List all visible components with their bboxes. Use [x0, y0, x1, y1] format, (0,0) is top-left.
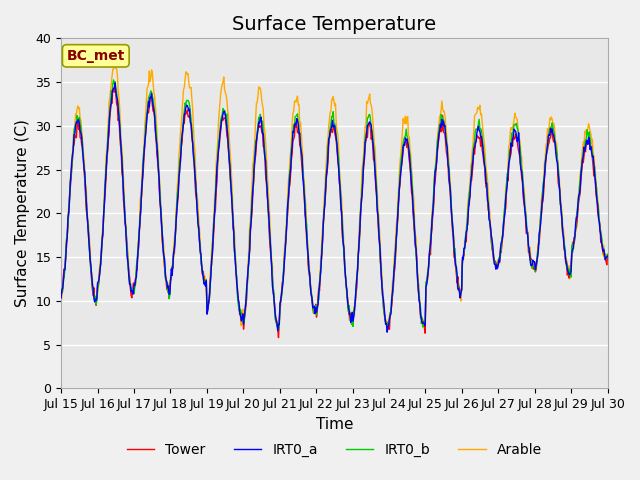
IRT0_a [209, 251, 216, 257]
Line: IRT0_b: IRT0_b [61, 80, 607, 329]
IRT0_b [109, 77, 117, 83]
Tower [419, 320, 426, 325]
IRT0_a [58, 295, 65, 300]
IRT0_b [67, 174, 75, 180]
Arable [180, 87, 188, 93]
Tower [275, 335, 282, 340]
IRT0_b [180, 115, 188, 120]
Tower [124, 258, 132, 264]
IRT0_b [419, 315, 426, 321]
Legend: Tower, IRT0_a, IRT0_b, Arable: Tower, IRT0_a, IRT0_b, Arable [121, 437, 548, 463]
Tower [67, 176, 75, 182]
IRT0_b [403, 126, 410, 132]
Arable [67, 166, 75, 172]
IRT0_b [209, 241, 216, 247]
IRT0_a [419, 320, 426, 325]
Tower [111, 82, 119, 88]
Arable [401, 113, 409, 119]
Arable [209, 241, 216, 247]
X-axis label: Time: Time [316, 417, 353, 432]
IRT0_a [604, 253, 611, 259]
IRT0_a [124, 260, 132, 266]
Line: Arable: Arable [61, 60, 607, 329]
Arable [420, 326, 428, 332]
IRT0_b [604, 252, 611, 257]
IRT0_b [275, 326, 282, 332]
Tower [604, 253, 611, 259]
Text: BC_met: BC_met [67, 49, 125, 63]
Title: Surface Temperature: Surface Temperature [232, 15, 436, 34]
IRT0_b [124, 259, 132, 265]
Line: IRT0_a: IRT0_a [61, 83, 607, 332]
IRT0_a [111, 80, 119, 86]
Y-axis label: Surface Temperature (C): Surface Temperature (C) [15, 120, 30, 307]
Arable [111, 57, 118, 62]
Line: Tower: Tower [61, 85, 607, 337]
Arable [417, 313, 425, 319]
Tower [58, 289, 65, 295]
Tower [180, 121, 188, 127]
Arable [58, 300, 65, 306]
IRT0_a [67, 170, 75, 176]
IRT0_a [180, 120, 188, 126]
IRT0_a [383, 329, 391, 335]
Arable [124, 252, 132, 258]
Tower [209, 251, 216, 257]
IRT0_a [403, 138, 410, 144]
Tower [403, 139, 410, 144]
Arable [604, 252, 611, 258]
IRT0_b [58, 288, 65, 294]
